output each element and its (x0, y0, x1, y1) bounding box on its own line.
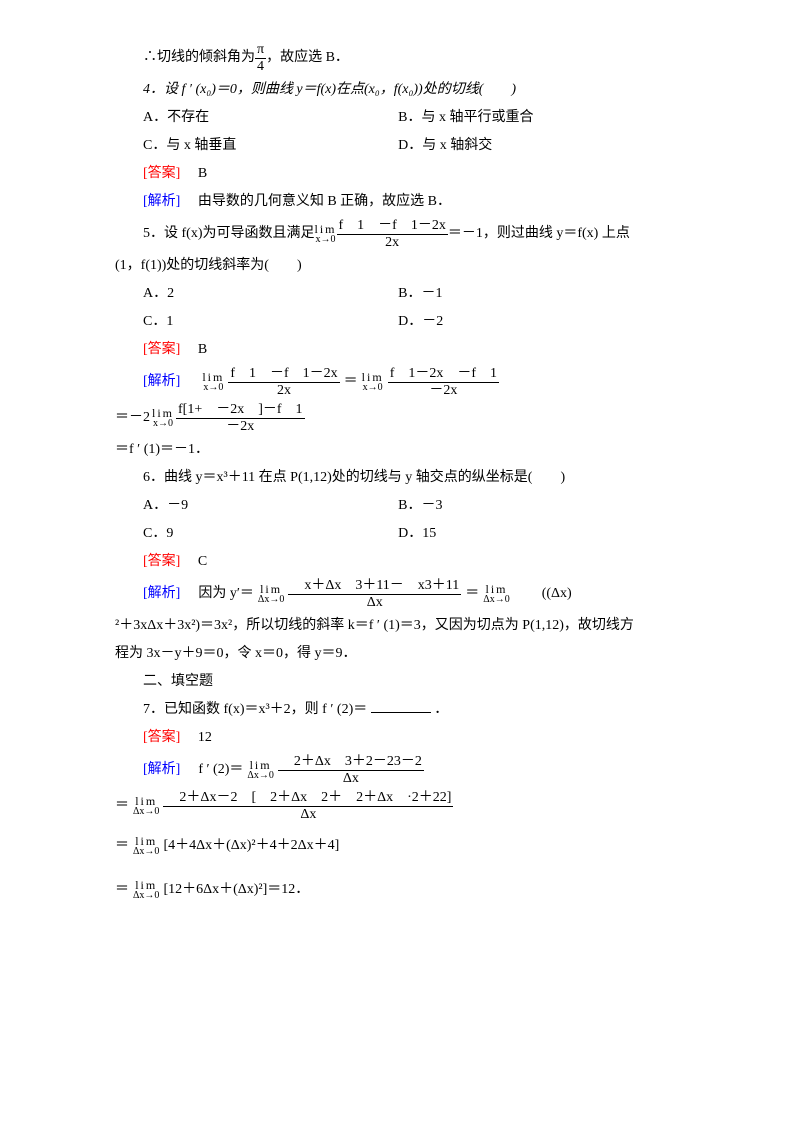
q6-optA: A．－9 (115, 492, 398, 520)
eq: ＝ (344, 367, 358, 398)
post: [4＋4Δx＋(Δx)²＋4＋2Δx＋4] (163, 831, 339, 862)
q5-optA: A．2 (115, 280, 398, 308)
answer-label: [答案] (143, 166, 180, 181)
intro-prefix: ∴切线的倾斜角为 (143, 43, 255, 74)
blank-field (371, 698, 431, 713)
q6-frac1: x＋Δx 3＋11－ x3＋11 Δx (288, 578, 461, 610)
q4-optA: A．不存在 (115, 104, 398, 132)
q5-optC: C．1 (115, 308, 398, 336)
q4-optD: D．与 x 轴斜交 (398, 132, 710, 160)
eq: ＝ (465, 579, 479, 610)
q5-optB: B．－1 (398, 280, 710, 308)
q4-stem: 4．设 f ′ (x₀)＝0，则曲线 y＝f(x)在点(x₀，f(x₀))处的切… (115, 76, 710, 104)
q6-analysis-line1: [解析] 因为 y′＝ lim Δx→0 x＋Δx 3＋11－ x3＋11 Δx… (115, 576, 710, 612)
q5-optD: D．－2 (398, 308, 710, 336)
q6-stem: 6．曲线 y＝x³＋11 在点 P(1,12)处的切线与 y 轴交点的纵坐标是(… (115, 464, 710, 492)
answer-val: B (184, 342, 207, 357)
q5-stem-line1: 5．设 f(x)为可导函数且满足 lim x→0 f 1 －f 1－2x 2x … (115, 216, 710, 252)
lim-icon: lim Δx→0 (483, 583, 509, 605)
post: [12＋6Δx＋(Δx)²]＝12． (163, 875, 309, 906)
analysis-label: [解析] (143, 194, 180, 209)
q4-answer: [答案] B (115, 160, 710, 188)
intro-line: ∴切线的倾斜角为 π 4 ，故应选 B． (115, 40, 710, 76)
q7-answer: [答案] 12 (115, 724, 710, 752)
analysis-label: [解析] (143, 367, 180, 398)
q6-optB: B．－3 (398, 492, 710, 520)
q5-stem-line2: (1，f(1))处的切线斜率为( ) (115, 252, 710, 280)
answer-val: B (184, 166, 207, 181)
q7-stem-post: ． (434, 702, 448, 717)
q5-answer: [答案] B (115, 336, 710, 364)
pre: ＝ (115, 791, 129, 822)
q7-frac1: 2＋Δx 3＋2－23－2 Δx (278, 754, 424, 786)
page: ∴切线的倾斜角为 π 4 ，故应选 B． 4．设 f ′ (x₀)＝0，则曲线 … (0, 0, 800, 1132)
q4-analysis: [解析] 由导数的几何意义知 B 正确，故应选 B． (115, 188, 710, 216)
pre: ＝ (115, 875, 129, 906)
q6-opts-row1: A．－9 B．－3 (115, 492, 710, 520)
q5-expr3: f[1+ －2x ]－f 1 －2x (176, 402, 305, 434)
q5-frac1: f 1 －f 1－2x 2x (337, 218, 448, 250)
answer-val: 12 (184, 730, 212, 745)
q6-optD: D．15 (398, 520, 710, 548)
q4-stem-text: 4．设 f ′ (x₀)＝0，则曲线 y＝f(x)在点(x₀，f(x₀))处的切… (143, 82, 516, 97)
analysis-text: 由导数的几何意义知 B 正确，故应选 B． (184, 194, 451, 209)
analysis-label: [解析] (143, 755, 180, 786)
q7-analysis-line2: ＝ lim Δx→0 2＋Δx－2 [ 2＋Δx 2＋ 2＋Δx ·2＋22] … (115, 788, 710, 824)
q4-optC: C．与 x 轴垂直 (115, 132, 398, 160)
q5-analysis-line3: ＝f ′ (1)＝－1． (115, 436, 710, 464)
q6-analysis-line2: ²＋3xΔx＋3x²)＝3x²，所以切线的斜率 k＝f ′ (1)＝3，又因为切… (115, 612, 710, 640)
q4-opts-row2: C．与 x 轴垂直 D．与 x 轴斜交 (115, 132, 710, 160)
section2-heading: 二、填空题 (115, 668, 710, 696)
q5-opts-row2: C．1 D．－2 (115, 308, 710, 336)
answer-label: [答案] (143, 342, 180, 357)
q6-opts-row2: C．9 D．15 (115, 520, 710, 548)
lim-icon: lim x→0 (152, 407, 174, 429)
q7-analysis-line1: [解析] f ′ (2)＝ lim Δx→0 2＋Δx 3＋2－23－2 Δx (115, 752, 710, 788)
lim-icon: lim Δx→0 (258, 583, 284, 605)
lim-icon: lim Δx→0 (247, 759, 273, 781)
q5-stem-pre: 5．设 f(x)为可导函数且满足 (143, 219, 315, 250)
pre: ＝ (115, 831, 129, 862)
lim-icon: lim x→0 (315, 223, 337, 245)
q5-analysis-line1: [解析] lim x→0 f 1 －f 1－2x 2x ＝ lim x→0 f … (115, 364, 710, 400)
answer-label: [答案] (143, 554, 180, 569)
q7-stem-pre: 7．已知函数 f(x)＝x³＋2，则 f ′ (2)＝ (143, 702, 367, 717)
q7-analysis-line3: ＝ lim Δx→0 [4＋4Δx＋(Δx)²＋4＋2Δx＋4] (115, 824, 710, 868)
q6-answer: [答案] C (115, 548, 710, 576)
answer-val: C (184, 554, 207, 569)
lim-icon: lim Δx→0 (133, 835, 159, 857)
q7-analysis-line4: ＝ lim Δx→0 [12＋6Δx＋(Δx)²]＝12． (115, 868, 710, 912)
q5-opts-row1: A．2 B．－1 (115, 280, 710, 308)
answer-label: [答案] (143, 730, 180, 745)
q7-stem: 7．已知函数 f(x)＝x³＋2，则 f ′ (2)＝ ． (115, 696, 710, 724)
tail: ((Δx) (514, 579, 572, 610)
q4-opts-row1: A．不存在 B．与 x 轴平行或重合 (115, 104, 710, 132)
q4-optB: B．与 x 轴平行或重合 (398, 104, 710, 132)
lim-icon: lim x→0 (362, 371, 384, 393)
q5-expr1: f 1 －f 1－2x 2x (228, 366, 339, 398)
q5-analysis-line2: ＝－2 lim x→0 f[1+ －2x ]－f 1 －2x (115, 400, 710, 436)
lim-icon: lim x→0 (202, 371, 224, 393)
frac-pi-4: π 4 (255, 42, 266, 74)
q6-analysis-line3: 程为 3x－y＋9＝0，令 x＝0，得 y＝9． (115, 640, 710, 668)
q6-optC: C．9 (115, 520, 398, 548)
q7-frac2: 2＋Δx－2 [ 2＋Δx 2＋ 2＋Δx ·2＋22] Δx (163, 790, 453, 822)
q5-stem-post: ＝－1，则过曲线 y＝f(x) 上点 (448, 219, 630, 250)
pre: ＝－2 (115, 403, 150, 434)
q5-expr2: f 1－2x －f 1 －2x (388, 366, 499, 398)
lim-icon: lim Δx→0 (133, 879, 159, 901)
pre: f ′ (2)＝ (184, 755, 243, 786)
intro-suffix: ，故应选 B． (266, 43, 349, 74)
pre: 因为 y′＝ (184, 579, 254, 610)
lim-icon: lim Δx→0 (133, 795, 159, 817)
analysis-label: [解析] (143, 579, 180, 610)
